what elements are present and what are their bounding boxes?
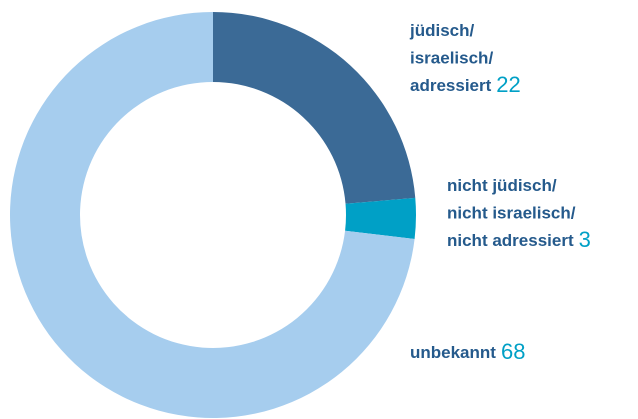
label-line: nicht jüdisch/ (447, 176, 557, 195)
donut-segment (9, 12, 415, 418)
label-line: israelisch/ (410, 49, 493, 68)
value-label: 22 (496, 72, 520, 97)
donut-segment (345, 197, 416, 239)
value-label: 68 (501, 339, 525, 364)
label-line: nicht adressiert (447, 231, 574, 250)
segment-label: nicht jüdisch/nicht israelisch/nicht adr… (447, 176, 576, 250)
label-line: adressiert (410, 76, 492, 95)
label-line: unbekannt (410, 343, 496, 362)
segment-label: jüdisch/israelisch/adressiert (409, 21, 493, 95)
value-label: 3 (579, 227, 591, 252)
segment-label: unbekannt (410, 343, 496, 362)
label-line: nicht israelisch/ (447, 204, 576, 223)
donut-segment (213, 12, 416, 204)
label-line: jüdisch/ (409, 21, 475, 40)
